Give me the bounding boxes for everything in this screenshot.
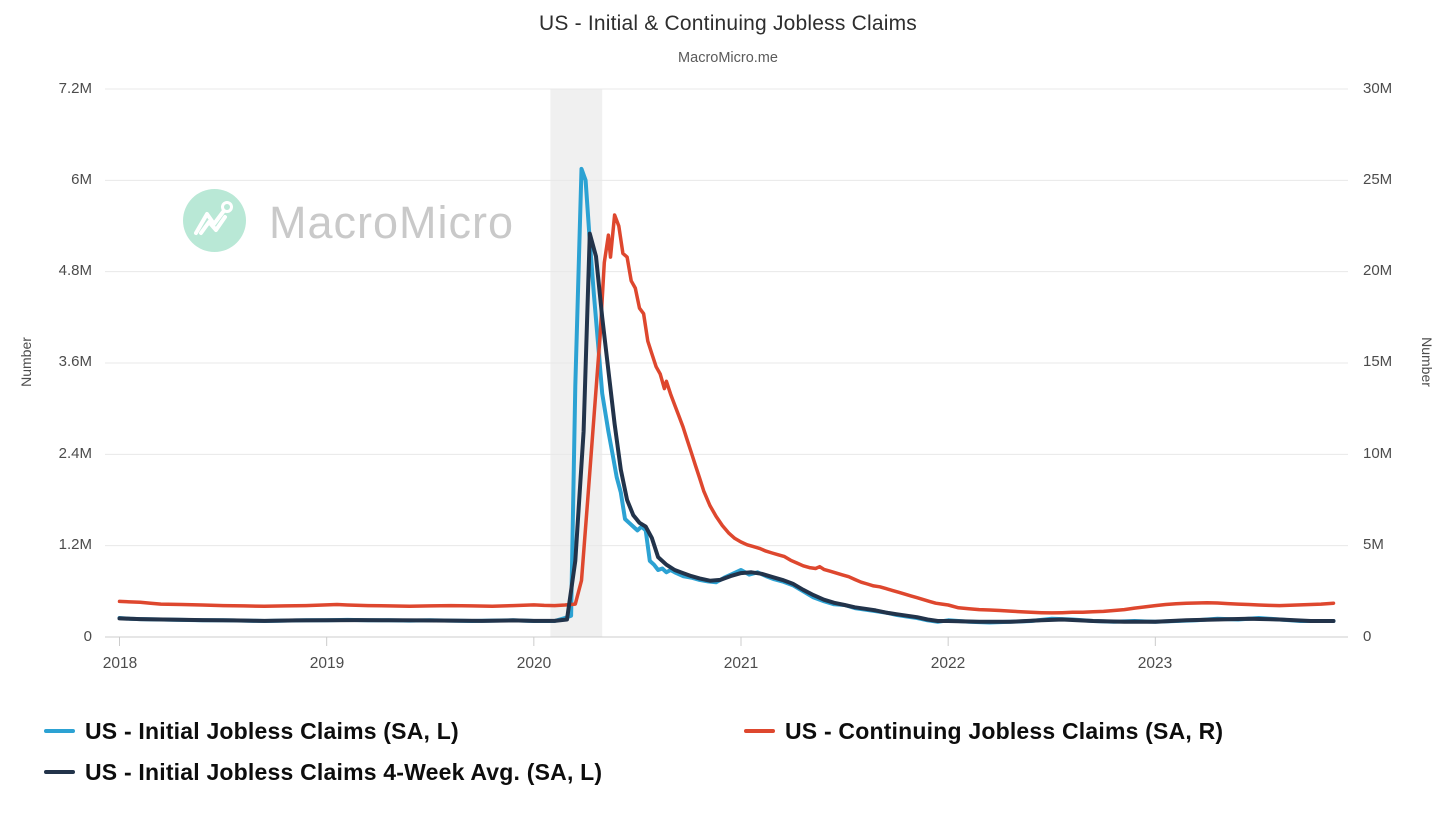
legend-dash-navy-icon [44,770,75,774]
left-axis-tick-2-4m: 2.4M [58,445,92,462]
left-axis-tick-4-8m: 4.8M [58,262,92,279]
left-axis-tick-6m: 6M [71,171,92,188]
legend-item-initial-claims-4wk-avg[interactable]: US - Initial Jobless Claims 4-Week Avg. … [44,757,602,787]
x-axis-tick-2023: 2023 [1137,655,1173,672]
right-axis-tick-30m: 30M [1363,80,1393,97]
legend-dash-red-icon [744,729,775,733]
right-axis-tick-15m: 15M [1363,353,1393,370]
jobless-claims-plot-area[interactable] [0,0,1456,700]
chart-title: US - Initial & Continuing Jobless Claims [539,12,917,35]
macromicro-logo-icon [183,189,246,252]
legend-item-initial-claims[interactable]: US - Initial Jobless Claims (SA, L) [44,716,459,746]
left-axis-tick-1-2m: 1.2M [58,536,92,553]
right-axis-tick-5m: 5M [1363,536,1384,553]
legend-dash-blue-icon [44,729,75,733]
x-axis-tick-2022: 2022 [930,655,966,672]
right-axis-title: Number [1419,337,1435,387]
x-axis-tick-2021: 2021 [723,655,759,672]
left-axis-tick-3-6m: 3.6M [58,353,92,370]
left-axis-tick-7-2m: 7.2M [58,80,92,97]
x-axis-tick-2019: 2019 [309,655,345,672]
legend-label-continuing-claims: US - Continuing Jobless Claims (SA, R) [785,717,1224,744]
left-axis-title: Number [18,337,34,387]
right-axis-tick-0: 0 [1363,628,1372,645]
x-axis-tick-2020: 2020 [516,655,552,672]
x-axis-tick-2018: 2018 [102,655,138,672]
watermark-text: MacroMicro [269,197,515,248]
chart-subtitle: MacroMicro.me [678,50,778,66]
legend-item-continuing-claims[interactable]: US - Continuing Jobless Claims (SA, R) [744,716,1223,746]
left-axis-tick-0: 0 [83,628,92,645]
right-axis-tick-25m: 25M [1363,171,1393,188]
right-axis-tick-10m: 10M [1363,445,1393,462]
right-axis-tick-20m: 20M [1363,262,1393,279]
legend-label-initial-claims: US - Initial Jobless Claims (SA, L) [85,717,459,744]
legend-label-initial-claims-4wk-avg: US - Initial Jobless Claims 4-Week Avg. … [85,758,603,785]
